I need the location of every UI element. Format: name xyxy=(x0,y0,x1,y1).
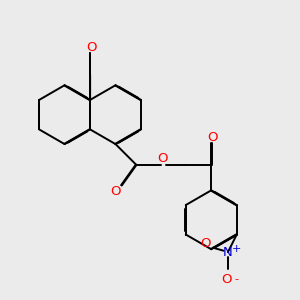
Text: O: O xyxy=(208,131,218,144)
Text: +: + xyxy=(232,244,241,254)
Text: O: O xyxy=(201,237,211,250)
Text: -: - xyxy=(234,274,238,284)
Text: O: O xyxy=(86,41,97,54)
Text: O: O xyxy=(158,152,168,165)
Text: N: N xyxy=(223,246,233,259)
Text: O: O xyxy=(221,273,232,286)
Text: O: O xyxy=(110,185,121,198)
